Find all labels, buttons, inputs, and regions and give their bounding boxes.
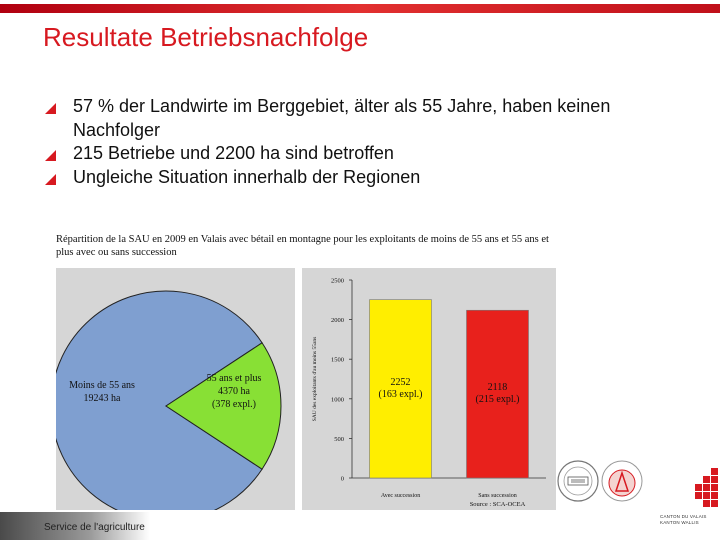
figure-caption: Répartition de la SAU en 2009 en Valais … — [56, 234, 549, 258]
footer-bar — [0, 512, 150, 540]
canton-label-de: KANTON WALLIS — [660, 520, 699, 525]
pie-note-55-plus: (378 expl.) — [212, 399, 256, 410]
bullet-text: Ungleiche Situation innerhalb der Region… — [73, 166, 421, 187]
pie-label-55-plus: 55 ans et plus — [207, 373, 262, 384]
bar-chart-panel: 0 500 1000 1500 2000 2500 SAU des exploitants … — [302, 268, 556, 510]
y-axis-label: SAU des exploitants d'au moins 55ans — [312, 337, 318, 422]
bullet-item: Ungleiche Situation innerhalb der Region… — [45, 166, 685, 190]
y-tick-label: 1500 — [331, 357, 344, 364]
pie-label-moins-55: Moins de 55 ans — [69, 380, 135, 391]
top-accent-bar — [0, 0, 720, 13]
slide-title: Resultate Betriebsnachfolge — [43, 22, 369, 52]
canton-label: CANTON DU VALAIS KANTON WALLIS — [660, 514, 720, 526]
pie-slice-55-plus — [165, 342, 282, 470]
y-tick-label: 1000 — [331, 396, 344, 403]
triangle-bullet-icon — [45, 173, 56, 185]
bar-count-label: (163 expl.) — [379, 389, 423, 400]
triangle-bullet-icon — [45, 103, 56, 114]
canton-flag-icon — [690, 468, 720, 510]
bar-value-label: 2118 — [488, 382, 508, 393]
valais-logo — [600, 459, 644, 503]
triangle-bullet-icon — [45, 150, 56, 161]
canton-label-fr: CANTON DU VALAIS — [660, 514, 707, 519]
bullet-text: 57 % der Landwirte im Berggebiet, älter … — [73, 96, 611, 140]
pie-value-moins-55: 19243 ha — [84, 393, 122, 404]
bar-2 — [466, 309, 529, 479]
bullet-list: 57 % der Landwirte im Berggebiet, älter … — [45, 95, 685, 189]
pie-chart-panel: Moins de 55 ans 19243 ha 55 ans et plus 437… — [50, 268, 295, 522]
bar-count-label: (215 expl.) — [476, 394, 520, 405]
bar-value-label: 2252 — [391, 377, 411, 388]
bullet-text: 215 Betriebe und 2200 ha sind betroffen — [73, 143, 394, 163]
pie-chart: Moins de 55 ans 19243 ha 55 ans et plus 437… — [50, 290, 282, 522]
bar-chart: 0 500 1000 1500 2000 2500 SAU des exploitants … — [312, 278, 546, 508]
bullet-item: 57 % der Landwirte im Berggebiet, älter … — [45, 95, 685, 142]
x-category-label: Sans succession — [478, 493, 517, 499]
y-tick-label: 0 — [341, 476, 344, 483]
x-category-label: Avec succession — [381, 493, 420, 499]
source-label: Source : SCA-OCEA — [470, 501, 526, 508]
y-tick-label: 2000 — [331, 317, 344, 324]
y-tick-label: 500 — [334, 436, 344, 443]
y-tick-label: 2500 — [331, 278, 344, 285]
bar-1 — [369, 299, 432, 479]
pie-value-55-plus: 4370 ha — [218, 386, 251, 397]
footer-label: Service de l'agriculture — [44, 522, 145, 533]
seal-logo — [556, 459, 600, 503]
chart-figure: Répartition de la SAU en 2009 en Valais … — [50, 232, 560, 522]
bullet-item: 215 Betriebe und 2200 ha sind betroffen — [45, 142, 685, 166]
